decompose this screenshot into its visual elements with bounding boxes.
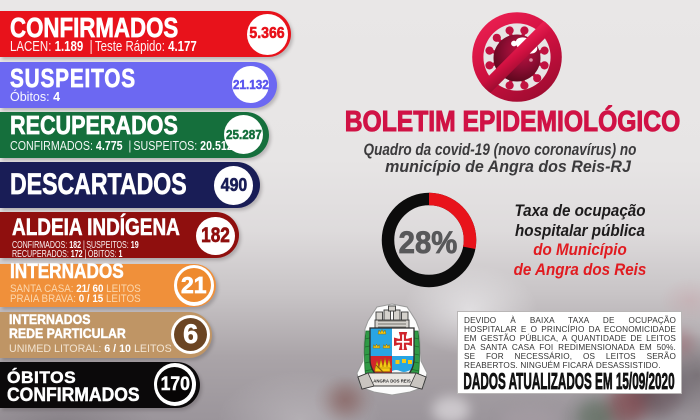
svg-text:ANGRA DOS REIS: ANGRA DOS REIS [373, 378, 411, 383]
